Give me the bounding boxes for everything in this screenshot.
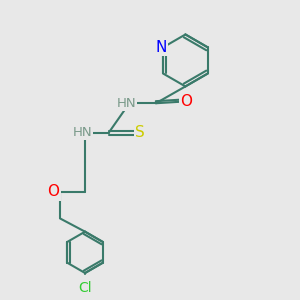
Text: N: N <box>156 40 167 55</box>
Text: S: S <box>135 125 145 140</box>
Text: Cl: Cl <box>78 281 92 295</box>
Text: HN: HN <box>117 97 136 110</box>
Text: O: O <box>181 94 193 109</box>
Text: HN: HN <box>72 126 92 139</box>
Text: O: O <box>47 184 59 199</box>
